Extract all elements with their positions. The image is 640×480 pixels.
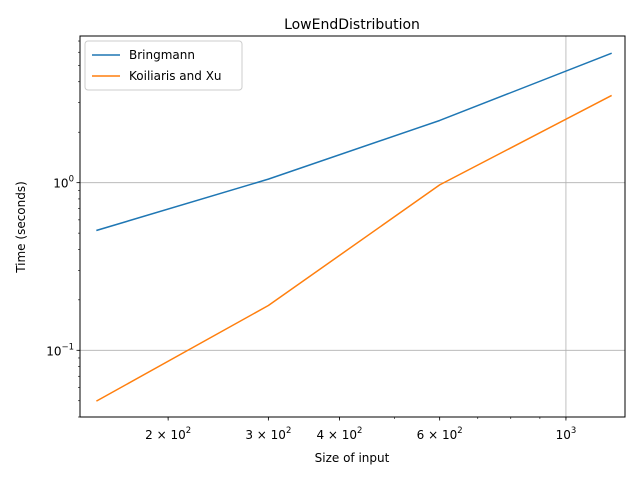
y-axis-label: Time (seconds) (14, 181, 28, 274)
legend-label-bringmann: Bringmann (129, 48, 195, 62)
x-axis-label: Size of input (315, 451, 390, 465)
x-tick-label: 4 × 102 (316, 426, 362, 442)
chart-title: LowEndDistribution (284, 17, 420, 33)
x-tick-label: 6 × 102 (417, 426, 463, 442)
x-tick-label: 3 × 102 (245, 426, 291, 442)
legend-label-koiliaris-and-xu: Koiliaris and Xu (129, 69, 222, 83)
legend-box (84, 40, 243, 91)
x-tick-label: 2 × 102 (145, 426, 191, 442)
legend: Bringmann Koiliaris and Xu (84, 40, 243, 91)
series-line-bringmann (96, 52, 612, 232)
plot-frame (79, 35, 626, 418)
series-layer (96, 52, 613, 402)
series-line-koiliaris-and-xu (96, 94, 613, 402)
grid-layer (80, 36, 625, 417)
